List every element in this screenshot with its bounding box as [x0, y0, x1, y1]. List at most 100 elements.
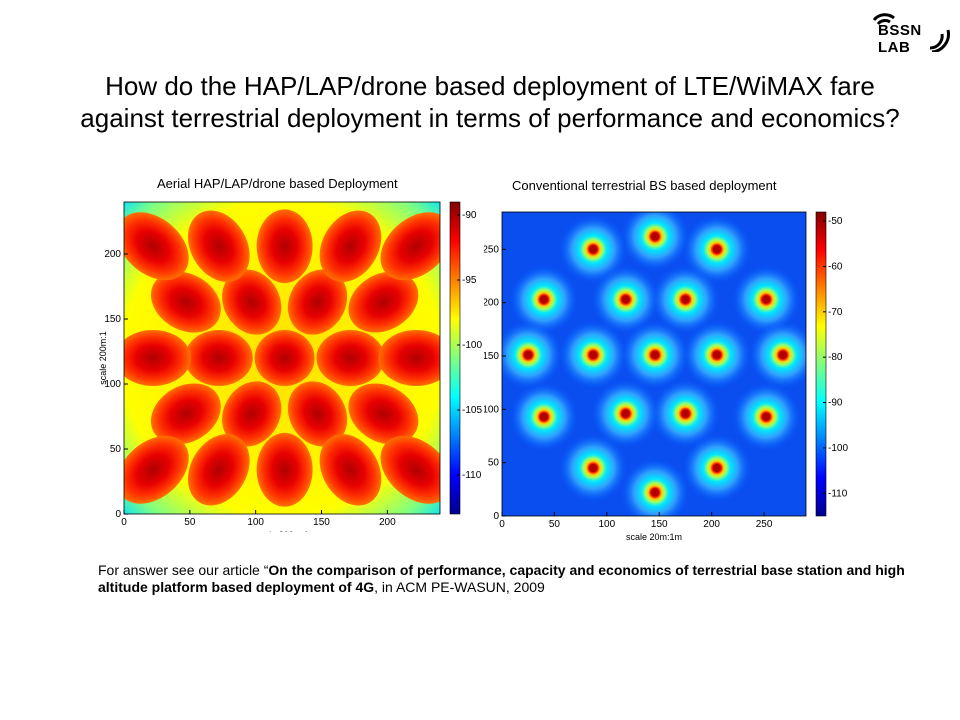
y-tick-label: 0: [115, 509, 121, 520]
base-station-marker: [589, 464, 598, 472]
base-station-marker: [651, 488, 660, 497]
x-axis-label: scale 200m:1: [255, 530, 309, 532]
y-tick-label: 250: [484, 244, 499, 255]
coverage-cell: [316, 330, 385, 386]
y-tick-label: 150: [104, 314, 121, 325]
coverage-cell: [256, 209, 313, 284]
base-station-coverage: [621, 458, 690, 516]
coverage-cell: [150, 271, 221, 333]
y-tick-label: 150: [484, 351, 499, 362]
base-station-marker: [681, 295, 690, 304]
x-tick-label: 200: [703, 519, 720, 530]
citation-suffix: , in ACM PE-WASUN, 2009: [374, 579, 545, 595]
coverage-cell: [319, 210, 382, 282]
plot-frame: [123, 201, 441, 515]
colorbar-tick-label: -70: [828, 307, 843, 318]
y-tick-label: 200: [484, 298, 499, 309]
base-station-marker: [712, 245, 721, 254]
base-station-marker: [712, 464, 721, 472]
coverage-cell: [187, 434, 250, 506]
heatmap-area: [502, 212, 806, 516]
base-station-marker: [681, 409, 690, 418]
x-tick-label: 250: [756, 519, 773, 530]
citation-text: For answer see our article “On the compa…: [98, 562, 908, 596]
y-tick-label: 50: [110, 444, 122, 455]
lab-logo: BSSN LAB: [868, 8, 956, 56]
base-station-marker: [524, 350, 533, 359]
y-tick-label: 0: [493, 511, 499, 522]
base-station-marker: [539, 295, 548, 304]
x-tick-label: 150: [313, 517, 330, 528]
coverage-cell: [184, 330, 253, 386]
coverage-cell: [124, 435, 189, 504]
base-station-marker: [712, 350, 721, 359]
x-tick-label: 50: [549, 519, 561, 530]
base-station-marker: [539, 412, 548, 421]
colorbar-tick-label: -100: [828, 443, 848, 454]
y-axis-label: scale 200m:1: [98, 331, 108, 385]
coverage-cell: [287, 269, 348, 335]
wireless-signal-icon: [872, 13, 950, 52]
base-station-marker: [762, 412, 771, 421]
colorbar-tick-label: -105: [462, 405, 482, 416]
y-tick-label: 100: [484, 404, 499, 415]
coverage-cell: [222, 381, 282, 447]
base-station-coverage: [748, 320, 806, 389]
terrestrial-deployment-heatmap: 0 50 100 150 200 250 0 50 100 150 200 250 scale 20m:…: [484, 211, 848, 542]
coverage-cell: [124, 212, 189, 281]
coverage-cell: [380, 212, 440, 281]
coverage-cell: [150, 383, 221, 445]
x-tick-label: 100: [598, 519, 615, 530]
aerial-deployment-heatmap: 0 50 100 150 200 0 50 100 150 200 scale 200m:1 scal…: [98, 201, 482, 532]
base-station-marker: [621, 409, 630, 418]
coverage-cell: [319, 434, 382, 506]
coverage-cell: [348, 383, 419, 445]
colorbar-tick-label: -110: [462, 470, 482, 481]
base-station-marker: [651, 232, 660, 241]
base-station-marker: [778, 350, 787, 359]
coverage-cell: [287, 381, 348, 447]
base-station-marker: [621, 295, 630, 304]
colorbar-tick-label: -100: [462, 340, 482, 351]
x-tick-label: 100: [247, 517, 264, 528]
colorbar-tick-label: -60: [828, 261, 843, 272]
y-tick-label: 100: [104, 379, 121, 390]
slide-title: How do the HAP/LAP/drone based deploymen…: [80, 71, 900, 133]
citation-title: On the comparison of performance, capaci…: [98, 562, 905, 595]
coverage-cell: [187, 210, 250, 282]
x-tick-label: 0: [499, 519, 505, 530]
x-tick-label: 0: [121, 517, 127, 528]
base-station-marker: [651, 350, 660, 359]
y-tick-label: 50: [488, 458, 500, 469]
coverage-cell: [378, 330, 440, 386]
colorbar-tick-label: -110: [828, 488, 848, 499]
colorbar: [449, 201, 461, 515]
left-plot-caption: Aerial HAP/LAP/drone based Deployment: [157, 176, 398, 191]
coverage-cell: [256, 432, 313, 507]
colorbar-tick-label: -90: [828, 398, 843, 409]
citation-prefix: For answer see our article “: [98, 562, 269, 578]
base-station-marker: [589, 245, 598, 254]
coverage-cell: [124, 330, 191, 386]
coverage-cell: [348, 271, 419, 333]
y-tick-label: 200: [104, 249, 121, 260]
x-axis-label: scale 20m:1m: [626, 532, 682, 542]
x-tick-label: 50: [184, 517, 196, 528]
right-plot-caption: Conventional terrestrial BS based deploy…: [512, 178, 777, 193]
coverage-cell: [222, 269, 282, 335]
x-tick-label: 150: [651, 519, 668, 530]
plot-frame: [501, 211, 807, 517]
coverage-cell: [254, 330, 315, 386]
colorbar-tick-label: -90: [462, 210, 477, 221]
colorbar-tick-label: -80: [828, 352, 843, 363]
colorbar-tick-label: -95: [462, 275, 477, 286]
base-station-marker: [589, 350, 598, 359]
base-station-marker: [762, 295, 771, 304]
coverage-cell: [380, 435, 440, 504]
logo-text: BSSN LAB: [878, 22, 922, 56]
base-station-coverage: [621, 212, 690, 271]
heatmap-area: [124, 202, 440, 514]
colorbar-tick-label: -50: [828, 216, 843, 227]
x-tick-label: 200: [379, 517, 396, 528]
colorbar: [815, 211, 827, 517]
